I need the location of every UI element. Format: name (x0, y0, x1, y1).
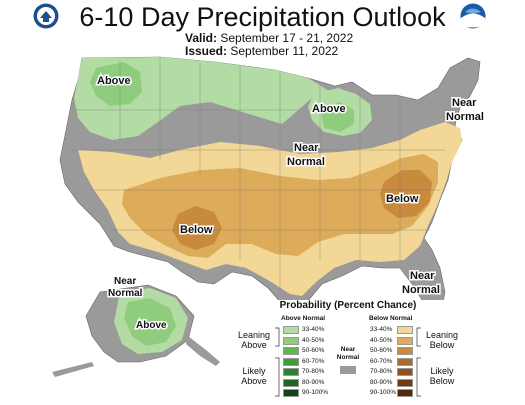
legend-near-header-line2: Normal (336, 354, 360, 361)
legend-leaning-above-line2: Above (241, 340, 267, 350)
valid-value: September 17 - 21, 2022 (220, 31, 354, 45)
label-near-normal-northeast-line2: Normal (446, 111, 484, 123)
legend-above-range-label: 90-100% (302, 389, 329, 396)
alaska-above-normal-core (124, 298, 176, 346)
legend-above-range-label: 80-90% (302, 378, 325, 386)
issued-date: Issued: September 11, 2022 (185, 44, 338, 58)
legend-above-swatch (283, 326, 299, 334)
legend-above-swatch (283, 347, 299, 355)
doc-seal-icon (33, 3, 59, 29)
legend-likely-above-line2: Above (241, 376, 267, 386)
label-near-normal-alaska-line2: Normal (108, 288, 143, 299)
label-near-normal-southeast-line1: Near (410, 270, 435, 282)
legend-title: Probability (Percent Chance) (279, 300, 417, 311)
label-near-normal-central-line1: Near (294, 142, 319, 154)
legend-above-range-label: 70-80% (302, 368, 325, 375)
legend-below-swatch (397, 347, 413, 355)
legend-leaning-above-line1: Leaning (237, 330, 271, 340)
legend-leaning-below-label: Leaning Below (421, 330, 463, 350)
legend-likely-above-line1: Likely (242, 366, 266, 376)
below-normal-southwest-core (172, 206, 222, 250)
legend-leaning-below-line2: Below (429, 340, 455, 350)
legend-likely-above-label: Likely Above (233, 366, 275, 386)
legend-above-range-label: 40-50% (302, 336, 325, 344)
alaska-panhandle (186, 336, 220, 366)
legend-above-range-label: 33-40% (302, 326, 325, 333)
probability-legend: Probability (Percent Chance) Above Norma… (233, 300, 503, 403)
legend-near-header-line1: Near (340, 346, 356, 353)
legend-below-swatch (397, 357, 413, 366)
label-near-normal-alaska-line1: Near (114, 276, 136, 287)
legend-below-swatch (397, 336, 413, 345)
above-normal-great-lakes-core (320, 102, 354, 132)
legend-below-range-label: 50-60% (370, 347, 393, 354)
legend-below-range-label: 90-100% (370, 389, 397, 396)
below-normal-appalachia-core (380, 170, 432, 218)
map-title: 6-10 Day Precipitation Outlook (79, 2, 446, 32)
legend-leaning-below-line1: Leaning (425, 330, 459, 340)
legend-below-range-label: 70-80% (370, 368, 393, 375)
noaa-logo-icon (460, 3, 486, 29)
valid-dates: Valid: September 17 - 21, 2022 (185, 31, 353, 45)
label-above-northwest: Above (97, 75, 131, 87)
legend-above-range-label: 60-70% (302, 357, 325, 365)
legend-below-swatch (397, 368, 413, 376)
legend-below-header: Below Normal (369, 315, 413, 322)
legend-near-normal-swatch (340, 366, 356, 374)
legend-below-range-label: 60-70% (370, 357, 393, 365)
label-below-appalachia: Below (386, 193, 419, 205)
label-below-southwest: Below (180, 224, 213, 236)
valid-label: Valid: (185, 31, 218, 45)
legend-likely-below-line2: Below (429, 376, 455, 386)
legend-near-normal-header: Near Normal (333, 346, 363, 362)
issued-label: Issued: (185, 44, 228, 58)
legend-above-swatch (283, 368, 299, 376)
legend-above-swatch (283, 336, 299, 345)
issued-value: September 11, 2022 (230, 44, 339, 58)
legend-above-swatch (283, 357, 299, 366)
legend-likely-below-label: Likely Below (421, 366, 463, 386)
legend-below-swatch (397, 389, 413, 397)
legend-brackets (275, 327, 421, 397)
legend-below-range-label: 40-50% (370, 336, 393, 344)
legend-above-range-label: 50-60% (302, 347, 325, 354)
label-near-normal-northeast-line1: Near (452, 97, 477, 109)
legend-above-swatch (283, 378, 299, 387)
label-above-alaska: Above (136, 320, 167, 331)
legend-leaning-above-label: Leaning Above (233, 330, 275, 350)
above-normal-northwest-core (90, 62, 142, 106)
aleutian-islands (52, 362, 94, 377)
label-near-normal-central-line2: Normal (287, 156, 325, 168)
label-above-great-lakes: Above (312, 103, 346, 115)
legend-above-swatch (283, 389, 299, 397)
legend-below-swatch (397, 378, 413, 387)
label-near-normal-southeast-line2: Normal (402, 284, 440, 296)
legend-likely-below-line1: Likely (430, 366, 454, 376)
legend-above-header: Above Normal (281, 315, 326, 322)
legend-below-swatch (397, 326, 413, 334)
legend-below-range-label: 80-90% (370, 378, 393, 386)
state-boundaries (70, 57, 445, 290)
legend-below-range-label: 33-40% (370, 326, 393, 333)
